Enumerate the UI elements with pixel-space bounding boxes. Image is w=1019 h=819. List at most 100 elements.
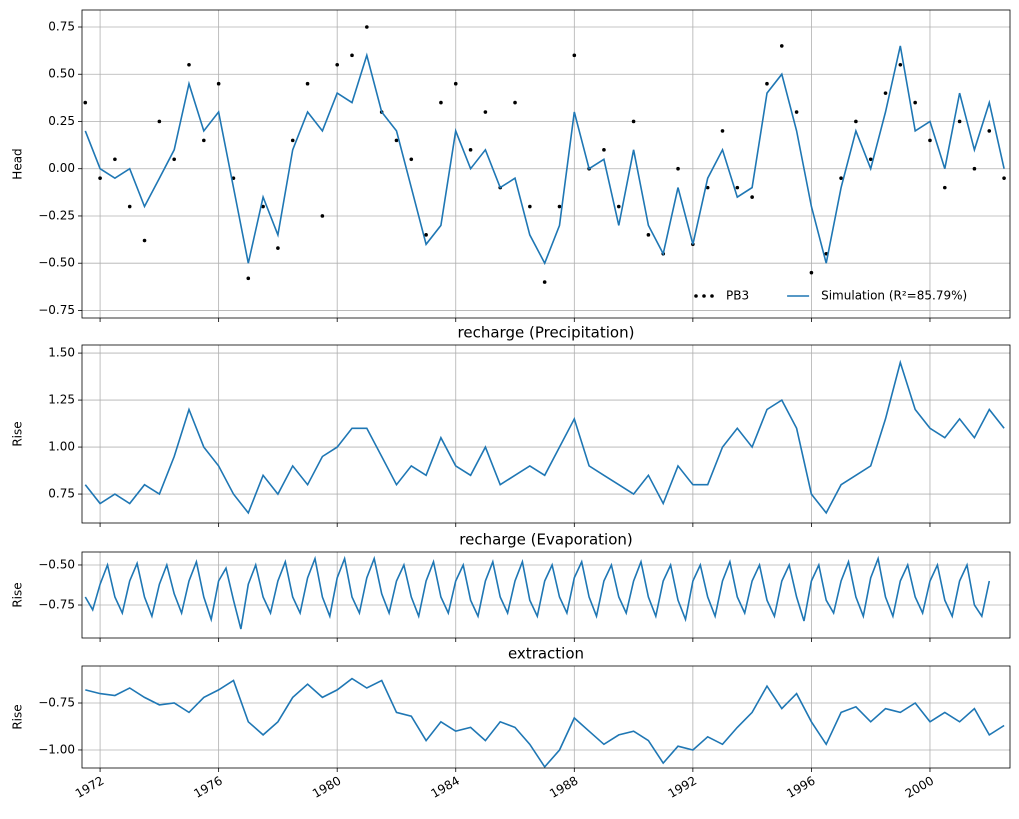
observation-point [83, 100, 88, 105]
panel-title: extraction [508, 645, 584, 663]
y-tick-label: −0.75 [38, 598, 75, 612]
y-tick-label: 0.00 [48, 161, 75, 175]
observation-point [216, 81, 221, 86]
observation-point [439, 100, 443, 105]
observation-point [157, 119, 162, 124]
observation-point [646, 233, 651, 237]
y-tick-label: −1.00 [38, 742, 75, 756]
observation-point [883, 91, 888, 95]
y-tick-label: −0.75 [38, 696, 75, 710]
series-line [84, 45, 1005, 266]
observation-point [631, 119, 636, 124]
observation-point [350, 53, 354, 58]
observation-point [720, 129, 725, 133]
axes-frame [81, 665, 1011, 769]
x-tick-label: 1996 [784, 774, 817, 801]
axes-frame [81, 9, 1011, 319]
y-axis-label: Rise [11, 421, 25, 446]
observation-point [735, 185, 740, 190]
observation-point [750, 195, 754, 199]
observation-point [409, 157, 414, 162]
observation-point [187, 62, 191, 67]
observation-point [335, 62, 339, 67]
series-line [84, 359, 1005, 515]
observation-point [868, 157, 873, 162]
observation-point [572, 53, 577, 58]
observation-point [705, 185, 710, 190]
y-tick-label: 0.75 [48, 487, 75, 501]
panel-title: recharge (Precipitation) [458, 324, 635, 342]
series-line [85, 677, 1005, 768]
observation-point [290, 138, 295, 143]
x-tick-label: 1972 [73, 774, 106, 801]
observation-point [483, 110, 488, 114]
observation-point [898, 62, 903, 67]
y-tick-label: 0.25 [48, 114, 75, 128]
observation-point [972, 166, 977, 171]
x-tick-label: 1976 [191, 774, 224, 801]
y-tick-label: 1.00 [48, 440, 75, 454]
observation-point [528, 204, 532, 209]
axes-frame [81, 344, 1011, 524]
y-tick-label: −0.75 [38, 303, 75, 317]
observation-point [424, 233, 428, 237]
y-tick-label: −0.50 [38, 256, 75, 270]
observation-point [246, 276, 251, 281]
observation-point [809, 270, 814, 275]
y-axis-label: Rise [11, 704, 25, 729]
series-line [84, 555, 991, 630]
y-tick-label: 0.50 [48, 67, 75, 81]
observation-point [320, 214, 325, 218]
observation-point [261, 204, 265, 209]
observation-point [113, 157, 117, 162]
observation-point [676, 166, 680, 171]
y-tick-label: −0.50 [38, 557, 75, 571]
observation-point [942, 185, 947, 190]
observation-point [839, 176, 843, 180]
x-tick-label: 1980 [310, 774, 343, 801]
observation-point [957, 119, 962, 124]
x-tick-label: 1992 [666, 774, 699, 801]
observation-point [557, 204, 562, 209]
axes-frame [81, 551, 1011, 639]
y-tick-label: 0.75 [48, 20, 75, 34]
y-tick-label: 1.50 [48, 346, 75, 360]
observation-point [928, 138, 932, 143]
observation-point [602, 148, 606, 152]
observation-point [468, 148, 473, 152]
observation-point [394, 138, 399, 143]
y-axis-label: Rise [11, 582, 25, 607]
observation-point [172, 157, 176, 162]
panel-title: recharge (Evaporation) [459, 531, 632, 549]
x-tick-label: 1988 [547, 774, 580, 801]
observation-point [98, 176, 102, 180]
observation-point [202, 138, 206, 143]
legend-label: Simulation (R²=85.79%) [821, 289, 967, 303]
y-axis-label: Head [11, 148, 25, 179]
observation-point [305, 81, 310, 86]
observation-point [794, 110, 799, 114]
observation-point [779, 44, 784, 48]
observation-point [276, 246, 280, 250]
y-tick-label: −0.25 [38, 208, 75, 222]
legend-label: PB3 [726, 289, 749, 303]
legend-marker [710, 294, 714, 298]
y-tick-label: 1.25 [48, 393, 75, 407]
observation-point [987, 129, 992, 133]
observation-point [142, 238, 147, 243]
x-tick-label: 2000 [903, 774, 936, 801]
observation-point [765, 81, 769, 86]
legend-marker [702, 294, 706, 298]
observation-point [854, 119, 858, 124]
legend-marker [694, 294, 698, 298]
observation-point [616, 204, 621, 209]
observation-point [1002, 176, 1006, 180]
x-tick-label: 1984 [429, 774, 462, 801]
observation-point [513, 100, 517, 105]
observation-point [542, 280, 547, 284]
observation-point [365, 25, 369, 29]
observation-point [127, 204, 132, 209]
observation-point [913, 100, 917, 105]
observation-point [453, 81, 458, 86]
